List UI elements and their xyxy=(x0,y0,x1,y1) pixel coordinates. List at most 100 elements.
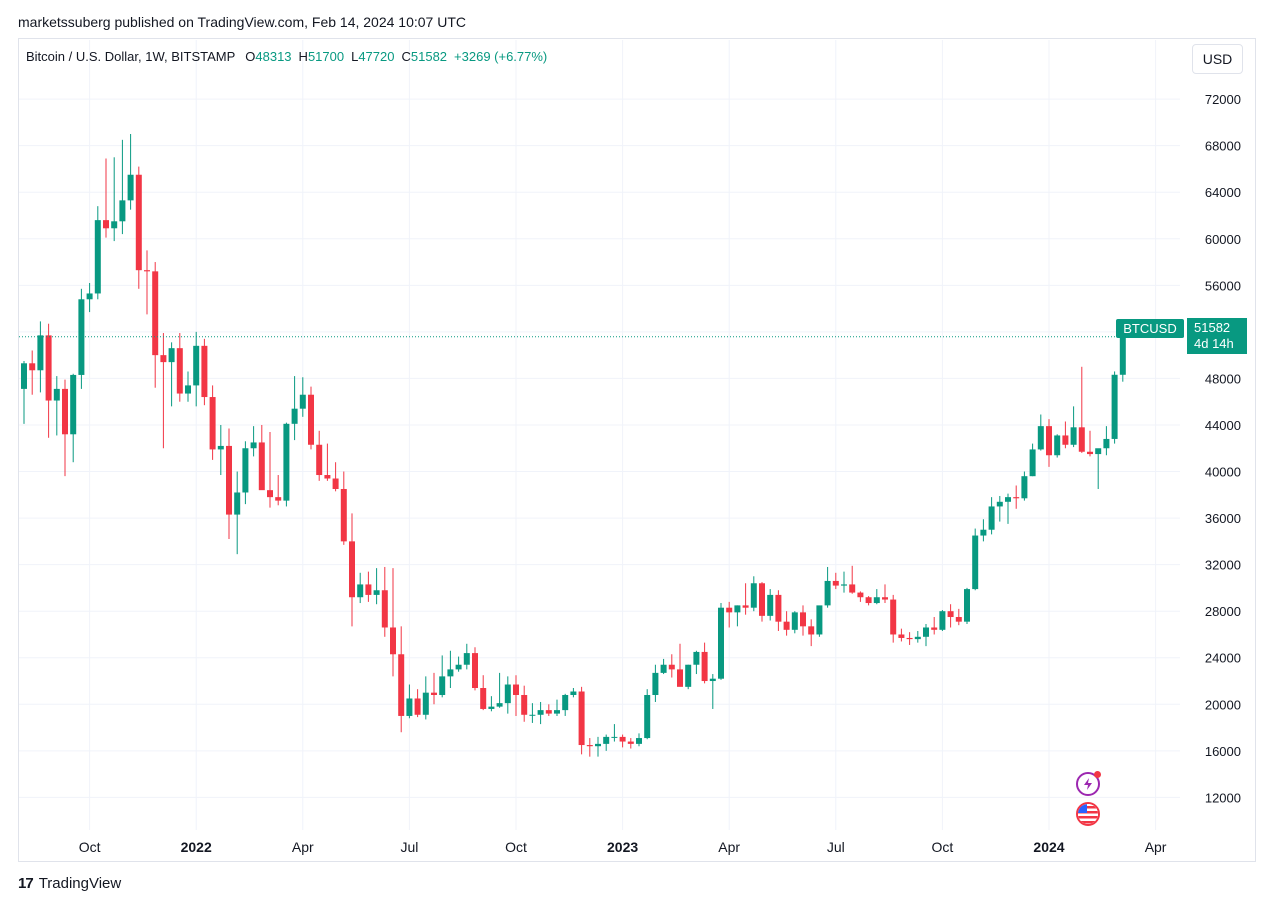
candle-body[interactable] xyxy=(554,710,560,714)
candle-body[interactable] xyxy=(767,594,774,616)
candle-body[interactable] xyxy=(324,475,331,479)
candle-body[interactable] xyxy=(775,594,782,622)
candle-body[interactable] xyxy=(29,363,36,371)
candle-body[interactable] xyxy=(595,743,601,747)
candle-body[interactable] xyxy=(53,388,60,401)
candle-body[interactable] xyxy=(1062,435,1069,445)
candle-body[interactable] xyxy=(832,580,839,586)
candle-body[interactable] xyxy=(537,710,544,715)
candle-body[interactable] xyxy=(381,590,388,628)
candle-body[interactable] xyxy=(619,736,626,742)
candle-body[interactable] xyxy=(111,221,118,229)
currency-button[interactable]: USD xyxy=(1192,44,1243,74)
candle-body[interactable] xyxy=(234,492,241,515)
candle-body[interactable] xyxy=(644,694,651,739)
candle-body[interactable] xyxy=(570,691,577,695)
candle-body[interactable] xyxy=(488,706,495,709)
candle-body[interactable] xyxy=(258,442,265,491)
candle-body[interactable] xyxy=(521,694,528,715)
candle-body[interactable] xyxy=(390,627,396,655)
candle-body[interactable] xyxy=(734,605,741,613)
candle-body[interactable] xyxy=(119,200,126,222)
candle-body[interactable] xyxy=(980,529,987,536)
candle-body[interactable] xyxy=(45,335,52,401)
candle-body[interactable] xyxy=(750,583,757,608)
candle-body[interactable] xyxy=(176,348,183,394)
candle-body[interactable] xyxy=(898,634,905,638)
candle-body[interactable] xyxy=(185,385,191,394)
candle-body[interactable] xyxy=(652,672,659,695)
candle-body[interactable] xyxy=(693,651,700,665)
candle-body[interactable] xyxy=(636,738,642,744)
candle-body[interactable] xyxy=(923,627,929,637)
candle-body[interactable] xyxy=(160,355,167,363)
candle-body[interactable] xyxy=(603,736,610,744)
candle-body[interactable] xyxy=(37,335,44,371)
candle-body[interactable] xyxy=(668,664,675,670)
candle-body[interactable] xyxy=(78,299,85,375)
candle-body[interactable] xyxy=(759,583,765,616)
candle-body[interactable] xyxy=(135,174,142,271)
candle-body[interactable] xyxy=(496,703,503,707)
candle-body[interactable] xyxy=(94,220,101,294)
candle-body[interactable] xyxy=(783,621,790,630)
candle-body[interactable] xyxy=(480,688,487,709)
candle-body[interactable] xyxy=(701,651,708,682)
candle-body[interactable] xyxy=(578,691,585,746)
candle-body[interactable] xyxy=(955,617,962,622)
candle-body[interactable] xyxy=(62,388,68,435)
candle-body[interactable] xyxy=(316,444,323,476)
candle-body[interactable] xyxy=(406,698,413,716)
candle-body[interactable] xyxy=(144,270,150,272)
candle-body[interactable] xyxy=(1013,497,1020,499)
candle-body[interactable] xyxy=(545,710,552,714)
candle-body[interactable] xyxy=(1078,427,1085,452)
candle-body[interactable] xyxy=(873,597,880,604)
candle-body[interactable] xyxy=(964,589,970,622)
candle-body[interactable] xyxy=(340,488,347,542)
candle-body[interactable] xyxy=(1054,435,1061,456)
candle-body[interactable] xyxy=(267,490,273,498)
candle-body[interactable] xyxy=(308,394,314,445)
candle-body[interactable] xyxy=(939,611,946,630)
candle-body[interactable] xyxy=(398,654,405,716)
candle-body[interactable] xyxy=(70,374,77,435)
candle-body[interactable] xyxy=(931,627,938,630)
candle-body[interactable] xyxy=(816,605,823,635)
candle-body[interactable] xyxy=(972,535,979,590)
candle-body[interactable] xyxy=(332,478,339,489)
candle-body[interactable] xyxy=(152,271,159,356)
candle-body[interactable] xyxy=(824,580,831,606)
candle-body[interactable] xyxy=(611,736,618,738)
candle-body[interactable] xyxy=(1046,426,1052,456)
candle-body[interactable] xyxy=(349,541,355,598)
candle-body[interactable] xyxy=(455,664,462,670)
candle-body[interactable] xyxy=(890,599,897,635)
candle-body[interactable] xyxy=(529,714,536,716)
candle-body[interactable] xyxy=(1070,427,1077,445)
candle-body[interactable] xyxy=(373,590,380,595)
candle-body[interactable] xyxy=(21,363,27,389)
candle-body[interactable] xyxy=(242,448,249,493)
candle-body[interactable] xyxy=(1119,336,1126,375)
candle-body[interactable] xyxy=(988,506,995,530)
candle-body[interactable] xyxy=(882,597,888,600)
candle-body[interactable] xyxy=(1037,426,1044,450)
candle-body[interactable] xyxy=(365,584,372,595)
candle-body[interactable] xyxy=(841,584,847,586)
candle-body[interactable] xyxy=(627,741,634,744)
candle-body[interactable] xyxy=(709,678,716,682)
candle-body[interactable] xyxy=(914,636,921,640)
candle-body[interactable] xyxy=(800,612,806,627)
candle-body[interactable] xyxy=(685,664,692,687)
candle-body[interactable] xyxy=(906,637,913,640)
candle-body[interactable] xyxy=(283,423,290,501)
candle-body[interactable] xyxy=(996,501,1003,507)
candle-body[interactable] xyxy=(1021,476,1028,499)
candle-body[interactable] xyxy=(857,592,864,598)
candle-body[interactable] xyxy=(1029,449,1036,477)
candle-body[interactable] xyxy=(1095,448,1102,455)
candle-body[interactable] xyxy=(1087,451,1093,455)
candle-body[interactable] xyxy=(791,612,798,630)
